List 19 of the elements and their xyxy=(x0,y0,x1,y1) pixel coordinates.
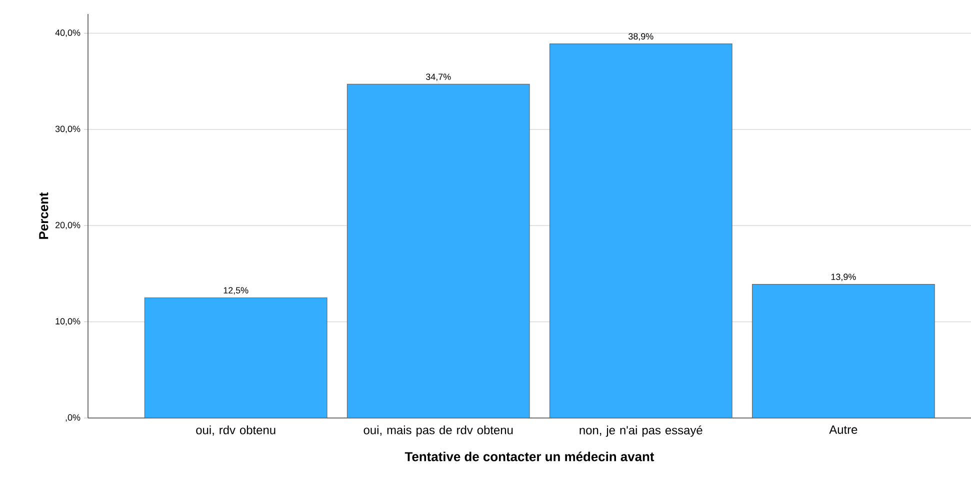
y-tick-label: 20,0% xyxy=(56,222,80,230)
data-label: 38,9% xyxy=(628,33,654,41)
data-label: 13,9% xyxy=(831,274,856,282)
x-tick-label: oui, rdv obtenu xyxy=(196,426,276,436)
y-tick-label: 30,0% xyxy=(55,126,80,134)
y-tick-label: 40,0% xyxy=(55,30,80,37)
bar xyxy=(144,297,328,418)
x-tick-label: Autre xyxy=(829,426,858,434)
x-axis-title: Tentative de contacter un médecin avant xyxy=(404,452,654,462)
x-tick-label: non, je n'ai pas essayé xyxy=(580,426,702,437)
bar xyxy=(752,284,935,418)
data-label: 34,7% xyxy=(426,74,451,82)
x-tick-label: oui, mais pas de rdv obtenu xyxy=(364,426,513,437)
y-tick-label: 10,0% xyxy=(56,318,80,326)
y-axis-title: Percent xyxy=(39,192,48,239)
bar xyxy=(549,44,732,418)
y-tick-label: ,0% xyxy=(66,414,80,422)
bar xyxy=(346,84,530,418)
data-label: 12,5% xyxy=(224,287,248,295)
